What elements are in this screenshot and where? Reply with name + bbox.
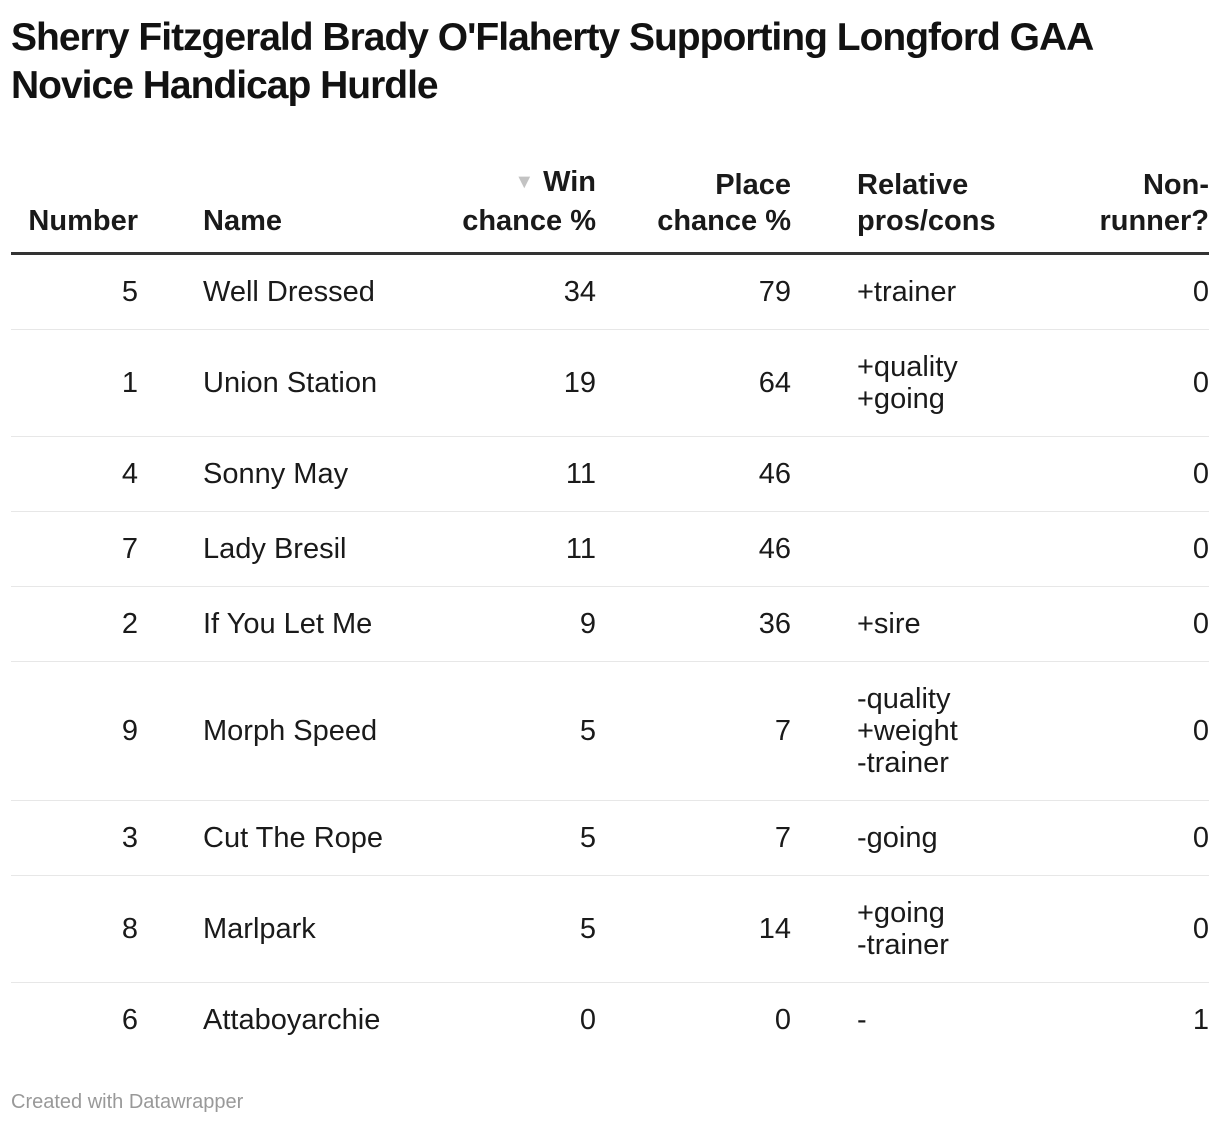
table-row: 7 Lady Bresil 11 46 0	[11, 511, 1209, 587]
table-row: 3 Cut The Rope 5 7 -going 0	[11, 800, 1209, 876]
table-row: 4 Sonny May 11 46 0	[11, 436, 1209, 512]
table-row: 1 Union Station 19 64 +quality +going 0	[11, 329, 1209, 437]
cell-non-runner: 0	[1076, 875, 1209, 983]
cell-win-chance: 5	[458, 661, 596, 801]
cell-number: 2	[11, 586, 138, 662]
column-header-pros-cons[interactable]: Relative pros/cons	[791, 164, 1076, 255]
cell-non-runner: 0	[1076, 511, 1209, 587]
cell-name: Cut The Rope	[138, 800, 458, 876]
header-row: Number Name ▼ Win chance % Place chance %…	[11, 164, 1209, 255]
cell-non-runner: 0	[1192, 276, 1209, 308]
cell-number: 9	[11, 661, 138, 801]
cell-win-chance: 5	[458, 875, 596, 983]
cell-number: 8	[11, 875, 138, 983]
page-title: Sherry Fitzgerald Brady O'Flaherty Suppo…	[11, 16, 1093, 107]
cell-pros-cons: +trainer	[857, 276, 957, 308]
cell-non-runner: 1	[1076, 982, 1209, 1057]
column-header-win-chance[interactable]: ▼ Win chance %	[458, 164, 596, 255]
column-header-number[interactable]: Number	[11, 164, 138, 255]
table-row: 9 Morph Speed 5 7 -quality +weight -trai…	[11, 661, 1209, 801]
cell-pros-cons: -going	[791, 800, 1076, 876]
cell-name: Lady Bresil	[138, 511, 458, 587]
cell-place-chance: 46	[596, 436, 791, 512]
cell-number: 4	[11, 436, 138, 512]
table-row: 8 Marlpark 5 14 +going -trainer 0	[11, 875, 1209, 983]
cell-pros-cons: -	[791, 982, 1076, 1057]
cell-win-chance: 34	[563, 276, 596, 308]
cell-win-chance: 19	[458, 329, 596, 437]
cell-non-runner: 0	[1076, 329, 1209, 437]
column-header-place-chance[interactable]: Place chance %	[596, 164, 791, 255]
cell-place-chance: 36	[596, 586, 791, 662]
table-row: 5 Well Dressed 34 79 +trainer 0	[11, 254, 1209, 330]
datawrapper-attribution[interactable]: Created with Datawrapper	[11, 1091, 244, 1113]
cell-non-runner: 0	[1076, 586, 1209, 662]
forecast-table: Number Name ▼ Win chance % Place chance %…	[11, 164, 1209, 1057]
cell-pros-cons: -quality +weight -trainer	[791, 661, 1076, 801]
column-header-non-runner[interactable]: Non- runner?	[1076, 164, 1209, 255]
cell-pros-cons	[791, 511, 1076, 587]
cell-place-chance: 14	[596, 875, 791, 983]
cell-place-chance: 7	[596, 800, 791, 876]
cell-place-chance: 46	[596, 511, 791, 587]
cell-non-runner: 0	[1076, 661, 1209, 801]
cell-number: 6	[11, 982, 138, 1057]
column-header-name[interactable]: Name	[138, 164, 458, 255]
cell-number: 3	[11, 800, 138, 876]
cell-name: Union Station	[138, 329, 458, 437]
table-row: 6 Attaboyarchie 0 0 - 1	[11, 982, 1209, 1057]
cell-non-runner: 0	[1076, 800, 1209, 876]
cell-number: 1	[11, 329, 138, 437]
cell-name: Sonny May	[138, 436, 458, 512]
cell-number: 5	[121, 276, 138, 308]
cell-win-chance: 11	[458, 511, 596, 587]
cell-name: Well Dressed	[203, 276, 375, 308]
cell-name: Attaboyarchie	[138, 982, 458, 1057]
cell-win-chance: 11	[458, 436, 596, 512]
cell-win-chance: 5	[458, 800, 596, 876]
cell-number: 7	[11, 511, 138, 587]
cell-place-chance: 64	[596, 329, 791, 437]
cell-non-runner: 0	[1076, 436, 1209, 512]
sort-desc-icon: ▼	[514, 171, 535, 193]
cell-pros-cons: +sire	[791, 586, 1076, 662]
cell-pros-cons: +quality +going	[791, 329, 1076, 437]
cell-pros-cons	[791, 436, 1076, 512]
cell-win-chance: 0	[458, 982, 596, 1057]
cell-win-chance: 9	[458, 586, 596, 662]
cell-name: If You Let Me	[138, 586, 458, 662]
cell-place-chance: 7	[596, 661, 791, 801]
cell-pros-cons: +going -trainer	[791, 875, 1076, 983]
cell-name: Marlpark	[138, 875, 458, 983]
footer: Created with Datawrapper	[11, 1090, 1209, 1114]
cell-place-chance: 79	[758, 276, 791, 308]
cell-place-chance: 0	[596, 982, 791, 1057]
table-row: 2 If You Let Me 9 36 +sire 0	[11, 586, 1209, 662]
cell-name: Morph Speed	[138, 661, 458, 801]
